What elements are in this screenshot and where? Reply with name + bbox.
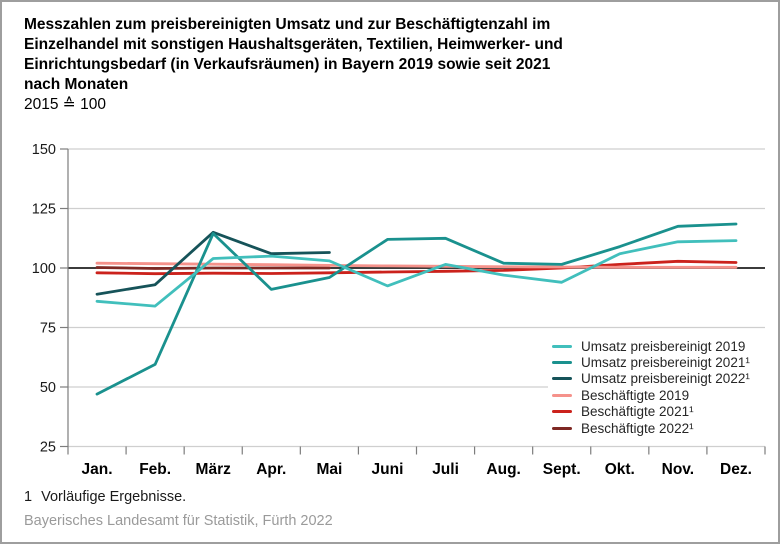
legend-line-swatch: [552, 410, 572, 414]
svg-text:Dez.: Dez.: [720, 461, 752, 478]
svg-text:Mai: Mai: [316, 461, 342, 478]
footnote: 1 Vorläufige Ergebnisse.: [24, 489, 186, 505]
title-block: Messzahlen zum preisbereinigten Umsatz u…: [24, 15, 764, 115]
svg-text:Apr.: Apr.: [256, 461, 286, 478]
legend-line-swatch: [552, 377, 572, 381]
svg-text:Aug.: Aug.: [486, 461, 520, 478]
svg-text:Juli: Juli: [432, 461, 459, 478]
legend: Umsatz preisbereinigt 2019 Umsatz preisbe…: [548, 332, 774, 442]
legend-item: Umsatz preisbereinigt 2019: [552, 338, 774, 354]
svg-text:125: 125: [32, 202, 56, 218]
svg-text:März: März: [196, 461, 232, 478]
legend-label: Umsatz preisbereinigt 2019: [581, 338, 746, 354]
svg-text:75: 75: [40, 321, 56, 337]
svg-text:Nov.: Nov.: [662, 461, 694, 478]
legend-line-swatch: [552, 361, 572, 365]
svg-text:Sept.: Sept.: [543, 461, 581, 478]
legend-label: Beschäftigte 2019: [581, 387, 690, 403]
chart-title-line: Einrichtungsbedarf (in Verkaufsräumen) i…: [24, 56, 551, 73]
svg-text:25: 25: [40, 440, 56, 456]
chart-title-line: nach Monaten: [24, 76, 129, 93]
index-base-subtitle: 2015 ≙ 100: [24, 96, 106, 113]
svg-text:50: 50: [40, 380, 56, 396]
source-line: Bayerisches Landesamt für Statistik, Für…: [24, 513, 333, 529]
svg-text:100: 100: [32, 261, 56, 277]
chart-title-line: Einzelhandel mit sonstigen Haushaltsgerä…: [24, 36, 563, 53]
svg-text:Okt.: Okt.: [605, 461, 635, 478]
legend-label: Beschäftigte 2021¹: [581, 404, 694, 420]
legend-item: Beschäftigte 2021¹: [552, 404, 774, 420]
footnote-text: Vorläufige Ergebnisse.: [41, 489, 187, 505]
svg-text:150: 150: [32, 142, 56, 158]
legend-line-swatch: [552, 393, 572, 397]
legend-item: Umsatz preisbereinigt 2021¹: [552, 354, 774, 370]
legend-item: Beschäftigte 2019: [552, 387, 774, 403]
svg-text:Juni: Juni: [372, 461, 404, 478]
chart-title-line: Messzahlen zum preisbereinigten Umsatz u…: [24, 16, 551, 33]
legend-line-swatch: [552, 426, 572, 430]
legend-item: Beschäftigte 2022¹: [552, 420, 774, 436]
legend-item: Umsatz preisbereinigt 2022¹: [552, 371, 774, 387]
svg-text:Feb.: Feb.: [139, 461, 171, 478]
legend-label: Beschäftigte 2022¹: [581, 420, 694, 436]
legend-line-swatch: [552, 344, 572, 348]
svg-text:Jan.: Jan.: [82, 461, 113, 478]
legend-label: Umsatz preisbereinigt 2021¹: [581, 355, 750, 371]
footnote-marker: 1: [24, 489, 33, 505]
legend-label: Umsatz preisbereinigt 2022¹: [581, 371, 750, 387]
